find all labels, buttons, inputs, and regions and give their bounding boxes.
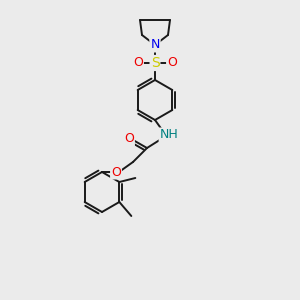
Text: O: O (133, 56, 143, 70)
Text: N: N (150, 38, 160, 52)
Text: NH: NH (160, 128, 178, 142)
Text: S: S (151, 56, 159, 70)
Text: O: O (111, 166, 121, 178)
Text: O: O (167, 56, 177, 70)
Text: O: O (124, 133, 134, 146)
